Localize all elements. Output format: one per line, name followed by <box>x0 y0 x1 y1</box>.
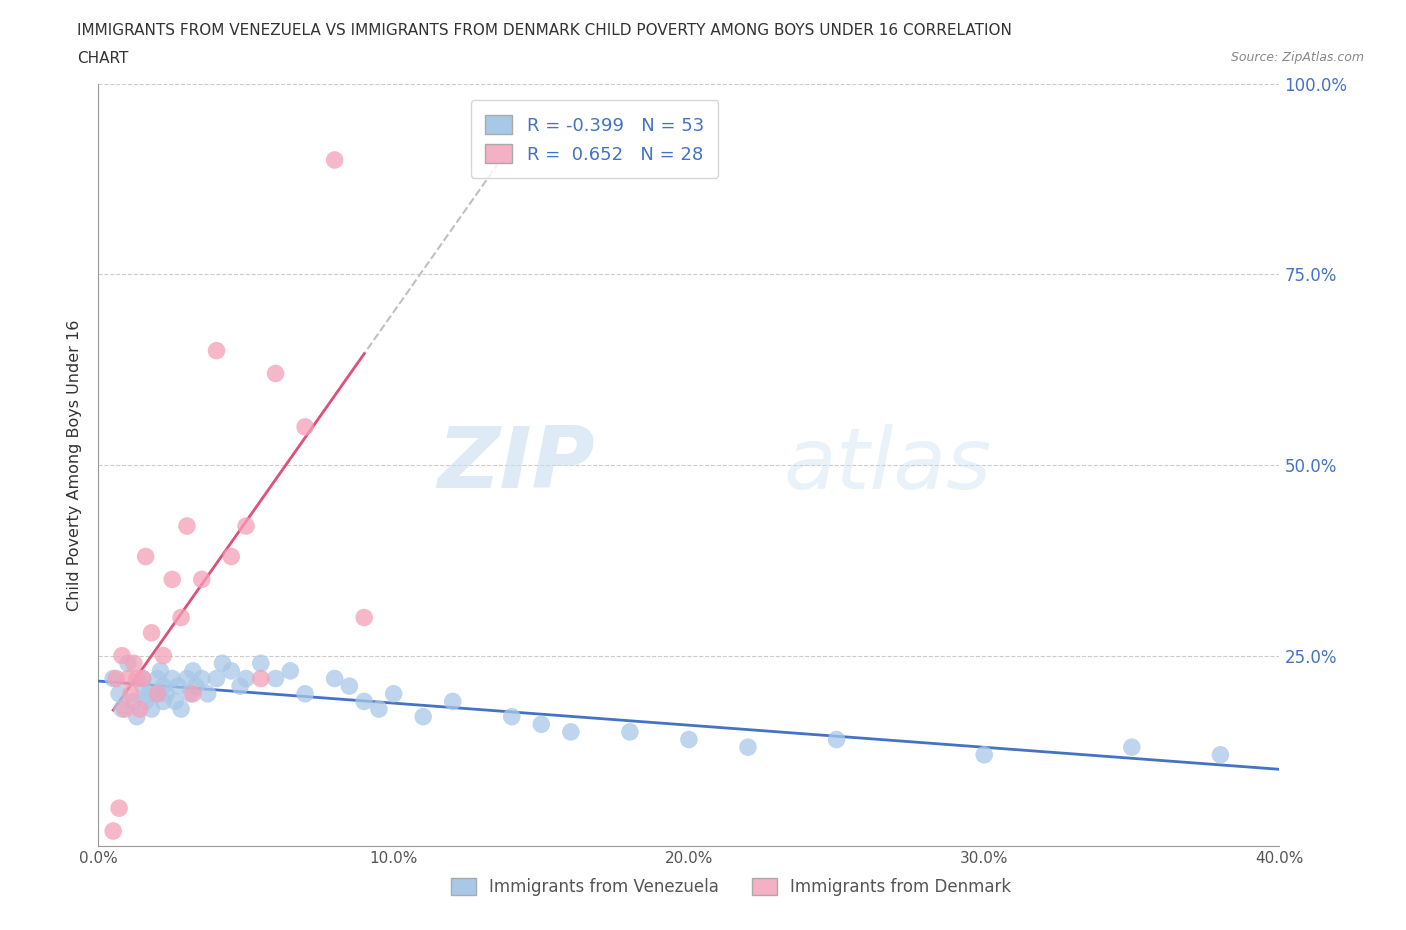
Point <box>441 694 464 709</box>
Point <box>412 710 434 724</box>
Point <box>264 366 287 381</box>
Point <box>108 686 131 701</box>
Point <box>103 824 125 839</box>
Text: CHART: CHART <box>77 51 129 66</box>
Point <box>179 686 201 701</box>
Point <box>323 671 346 686</box>
Text: ZIP: ZIP <box>437 423 595 507</box>
Legend: R = -0.399   N = 53, R =  0.652   N = 28: R = -0.399 N = 53, R = 0.652 N = 28 <box>471 100 718 178</box>
Point <box>132 671 155 686</box>
Point <box>117 671 139 686</box>
Point <box>280 663 302 678</box>
Point <box>353 610 375 625</box>
Point <box>221 663 243 678</box>
Point <box>114 701 136 716</box>
Point <box>146 671 169 686</box>
Point <box>125 671 148 686</box>
Point <box>825 732 848 747</box>
Point <box>176 671 198 686</box>
Text: IMMIGRANTS FROM VENEZUELA VS IMMIGRANTS FROM DENMARK CHILD POVERTY AMONG BOYS UN: IMMIGRANTS FROM VENEZUELA VS IMMIGRANTS … <box>77 23 1012 38</box>
Point <box>973 748 995 763</box>
Point <box>176 519 198 534</box>
Point <box>191 572 214 587</box>
Point <box>294 419 316 434</box>
Point <box>250 671 273 686</box>
Point <box>138 686 160 701</box>
Point <box>111 648 134 663</box>
Point <box>353 694 375 709</box>
Point <box>501 710 523 724</box>
Point <box>103 671 125 686</box>
Point <box>181 686 204 701</box>
Point <box>146 686 169 701</box>
Point <box>111 701 134 716</box>
Point <box>678 732 700 747</box>
Point <box>149 663 172 678</box>
Point <box>530 717 553 732</box>
Point <box>152 648 174 663</box>
Y-axis label: Child Poverty Among Boys Under 16: Child Poverty Among Boys Under 16 <box>67 319 83 611</box>
Point <box>205 671 228 686</box>
Point <box>146 686 169 701</box>
Legend: Immigrants from Venezuela, Immigrants from Denmark: Immigrants from Venezuela, Immigrants fr… <box>444 871 1018 903</box>
Point <box>141 701 163 716</box>
Point <box>221 549 243 564</box>
Point <box>170 701 193 716</box>
Point <box>108 801 131 816</box>
Point <box>132 671 155 686</box>
Point <box>122 656 145 671</box>
Point <box>382 686 405 701</box>
Point <box>167 679 190 694</box>
Text: atlas: atlas <box>783 423 991 507</box>
Point <box>205 343 228 358</box>
Point <box>368 701 391 716</box>
Point <box>122 694 145 709</box>
Point <box>165 694 187 709</box>
Point <box>560 724 582 739</box>
Point <box>1121 739 1143 754</box>
Point <box>132 679 155 694</box>
Point <box>184 679 207 694</box>
Point <box>125 710 148 724</box>
Point <box>235 671 257 686</box>
Text: Source: ZipAtlas.com: Source: ZipAtlas.com <box>1230 51 1364 64</box>
Point <box>128 701 150 716</box>
Point <box>162 671 183 686</box>
Point <box>229 679 252 694</box>
Point <box>135 694 157 709</box>
Point <box>191 671 214 686</box>
Point <box>235 519 257 534</box>
Point <box>152 694 174 709</box>
Point <box>120 686 142 701</box>
Point <box>250 656 273 671</box>
Point <box>264 671 287 686</box>
Point <box>152 679 174 694</box>
Point <box>197 686 219 701</box>
Point <box>339 679 361 694</box>
Point <box>294 686 316 701</box>
Point <box>162 572 183 587</box>
Point <box>117 656 139 671</box>
Point <box>1209 748 1232 763</box>
Point <box>211 656 233 671</box>
Point <box>105 671 128 686</box>
Point <box>323 153 346 167</box>
Point <box>135 549 157 564</box>
Point <box>155 686 177 701</box>
Point <box>737 739 759 754</box>
Point <box>181 663 204 678</box>
Point <box>170 610 193 625</box>
Point <box>141 625 163 640</box>
Point <box>619 724 641 739</box>
